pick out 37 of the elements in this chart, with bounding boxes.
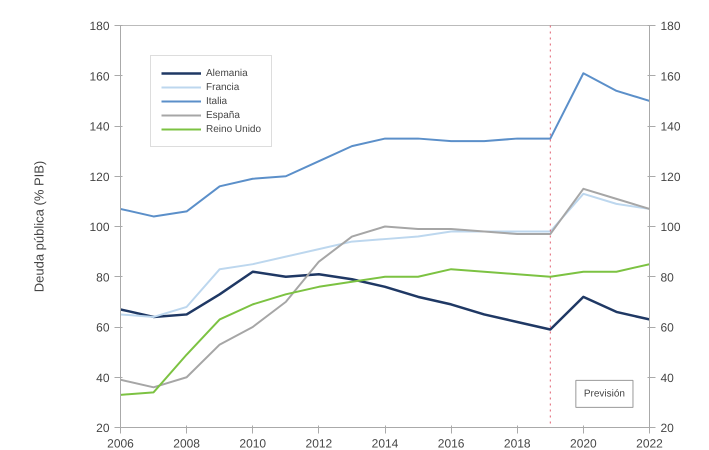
y-tick-label: 100 (89, 220, 110, 234)
annotation: Previsión (584, 388, 625, 400)
y2-tick-label: 120 (660, 170, 681, 184)
x-tick-label: 2014 (372, 436, 399, 450)
y-tick-label: 20 (96, 421, 110, 435)
x-tick-label: 2010 (239, 436, 266, 450)
line-series (120, 263, 650, 396)
y2-tick-label: 140 (660, 120, 681, 134)
y2-tick-label: 20 (660, 421, 674, 435)
y2-tick-label: 60 (660, 320, 674, 334)
line-series (120, 270, 650, 331)
legend-label: Reino Unido (206, 122, 262, 136)
line-series (120, 192, 650, 318)
y2-tick-label: 40 (660, 370, 674, 385)
y2-tick-label: 160 (660, 69, 681, 84)
x-tick-label: 2020 (570, 436, 598, 450)
y-tick-label: 180 (89, 19, 110, 33)
x-tick-label: 2016 (438, 436, 465, 450)
x-tick-label: 2006 (107, 436, 134, 450)
x-tick-label: 2012 (306, 436, 333, 450)
y2-tick-label: 80 (660, 270, 674, 284)
x-tick-label: 2022 (636, 436, 664, 450)
legend-label: Francia (206, 80, 240, 94)
legend-label: Italia (206, 94, 228, 108)
x-tick-label: 2018 (504, 436, 531, 450)
legend-label: España (206, 108, 240, 122)
y-tick-label: 160 (89, 69, 110, 84)
y-tick-label: 140 (89, 120, 110, 134)
y-axis-title: Deuda pública (% PIB) (31, 160, 46, 292)
y-tick-label: 60 (96, 320, 110, 334)
x-tick-label: 2008 (173, 436, 200, 450)
y-tick-label: 80 (96, 270, 110, 284)
y-tick-label: 40 (96, 370, 110, 385)
y2-tick-label: 180 (660, 19, 681, 33)
y2-tick-label: 100 (660, 220, 681, 234)
y-tick-label: 120 (89, 170, 110, 184)
legend-label: Alemania (206, 66, 248, 80)
